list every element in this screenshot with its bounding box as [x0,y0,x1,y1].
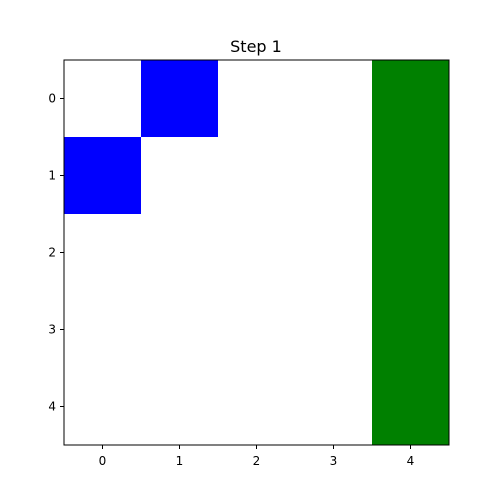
grid-cell-green [372,291,449,368]
cells-layer [64,60,449,445]
grid-cell-blue [64,137,141,214]
y-tick-label: 4 [48,400,56,414]
x-tick-label: 1 [176,454,184,468]
grid-cell-green [372,368,449,445]
grid-cell-green [372,60,449,137]
grid-cell-green [372,214,449,291]
x-tick-label: 3 [330,454,338,468]
y-tick-label: 2 [48,246,56,260]
y-tick-label: 1 [48,169,56,183]
x-tick-label: 4 [407,454,415,468]
grid-cell-blue [141,60,218,137]
grid-cell-green [372,137,449,214]
y-tick-label: 3 [48,323,56,337]
y-axis: 0 1 2 3 4 [48,92,64,414]
chart-title: Step 1 [230,37,282,56]
x-axis: 0 1 2 3 4 [99,445,415,468]
y-tick-label: 0 [48,92,56,106]
x-tick-label: 0 [99,454,107,468]
x-tick-label: 2 [253,454,261,468]
